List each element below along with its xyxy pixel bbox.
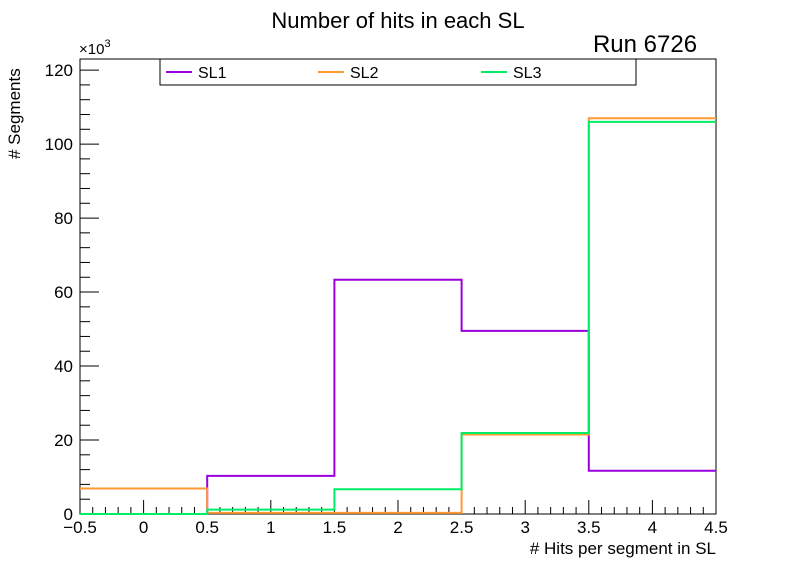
x-tick-label: 1 (266, 518, 275, 537)
y-tick-label: 100 (45, 135, 73, 154)
plot-frame (79, 58, 717, 515)
y-tick-label: 80 (54, 209, 73, 228)
series-line-sl3 (80, 120, 716, 515)
series-line-sl1 (80, 278, 716, 515)
legend-label-sl3: SL3 (513, 65, 542, 82)
run-label: Run 6726 (593, 31, 697, 58)
x-tick-label: 0.5 (195, 518, 219, 537)
x-tick-label: −0.5 (63, 518, 97, 537)
y-axis-ticks: 0 20 40 60 80 100 120 (45, 61, 99, 524)
legend-label-sl2: SL2 (350, 65, 379, 82)
y-tick-label: 120 (45, 61, 73, 80)
y-tick-label: 60 (54, 283, 73, 302)
x-tick-label: 3 (520, 518, 529, 537)
y-axis-label: # Segments (5, 68, 24, 159)
y-tick-label: 40 (54, 357, 73, 376)
legend-label-sl1: SL1 (198, 65, 227, 82)
x-tick-label: 1.5 (323, 518, 347, 537)
x-tick-label: 3.5 (577, 518, 601, 537)
x-tick-label: 4 (648, 518, 657, 537)
y-multiplier-label: ×103 (79, 38, 111, 58)
x-tick-label: 2.5 (450, 518, 474, 537)
legend-box (159, 58, 637, 86)
x-axis-ticks: −0.5 0 0.5 1 1.5 2 2.5 3 3.5 4 4.5 (63, 500, 728, 537)
series-lines (80, 117, 716, 515)
legend: SL1 SL2 SL3 (159, 58, 637, 86)
y-tick-label: 20 (54, 431, 73, 450)
x-tick-label: 4.5 (704, 518, 728, 537)
x-tick-label: 0 (139, 518, 148, 537)
x-tick-label: 2 (393, 518, 402, 537)
y-tick-label: 0 (64, 505, 73, 524)
chart-title: Number of hits in each SL (271, 8, 524, 33)
series-line-sl2 (80, 117, 716, 514)
x-axis-label: # Hits per segment in SL (530, 539, 716, 558)
